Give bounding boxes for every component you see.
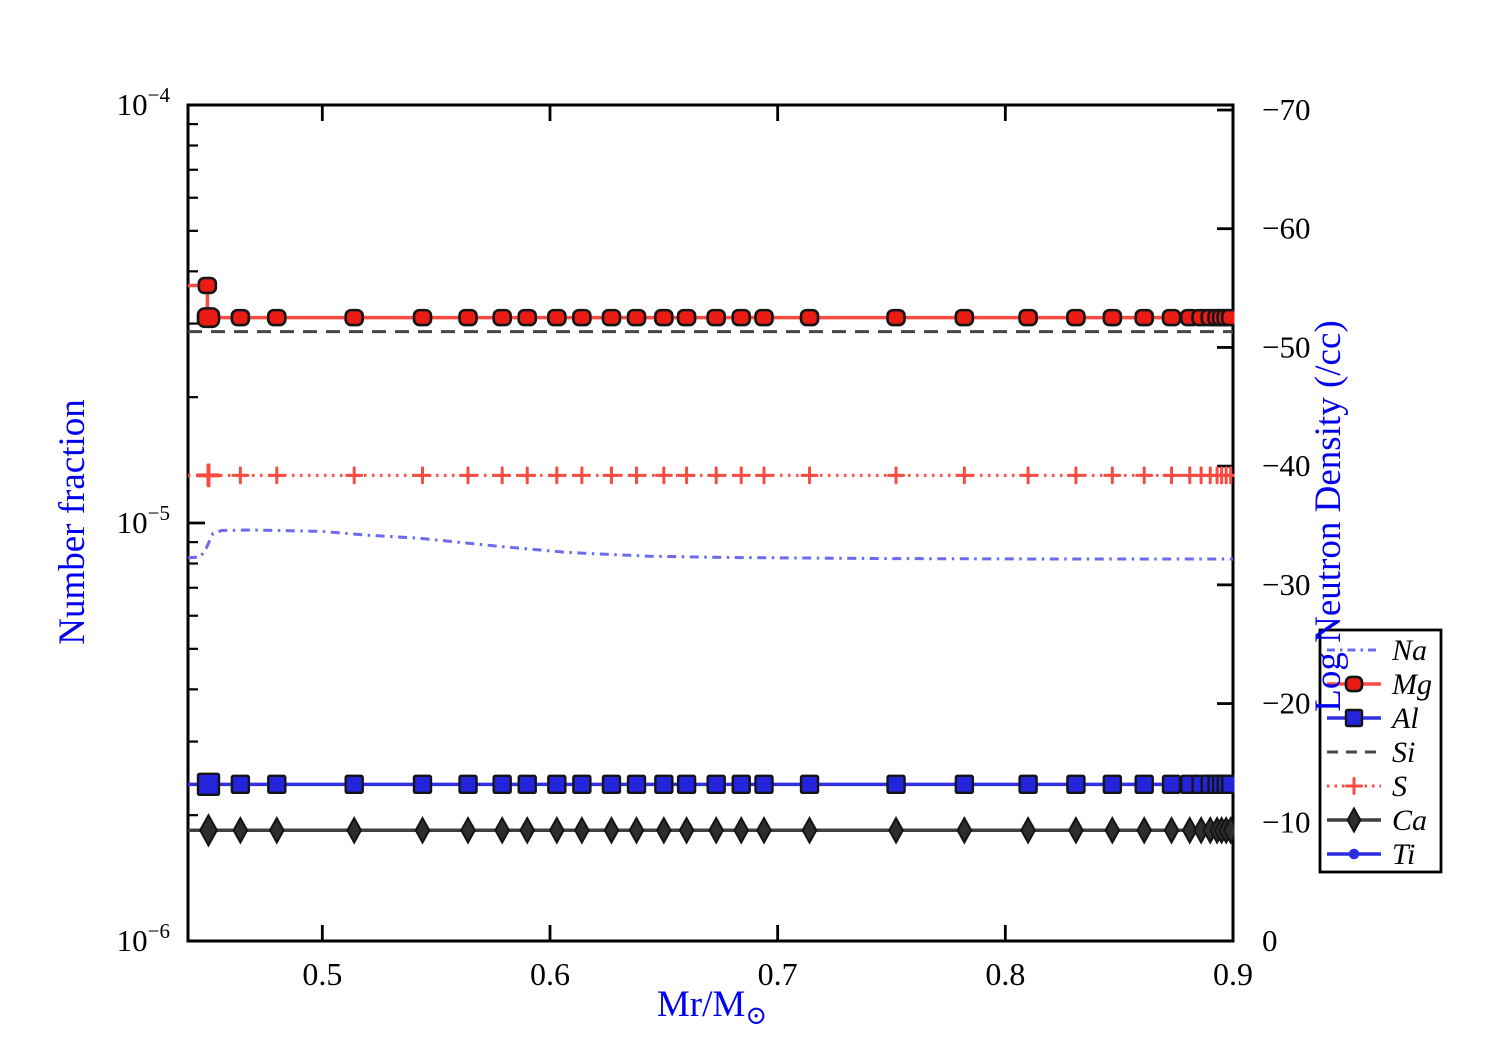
legend-entry-S: S	[1327, 770, 1407, 803]
series-Na	[187, 528, 1233, 561]
series-layer	[187, 276, 1235, 848]
svg-text:−40: −40	[1262, 448, 1310, 483]
legend-label-Mg: Mg	[1391, 668, 1432, 701]
svg-text:10−5: 10−5	[117, 501, 170, 540]
y-right-axis-title: Log Neutron Density (/cc)	[1308, 320, 1349, 711]
legend-label-Ti: Ti	[1392, 838, 1415, 871]
legend-entry-Na: Na	[1327, 634, 1427, 667]
series-Mg	[188, 276, 1235, 329]
series-Ca	[188, 813, 1235, 848]
svg-text:−30: −30	[1262, 567, 1310, 602]
svg-text:−10: −10	[1262, 804, 1310, 839]
svg-text:0.8: 0.8	[985, 956, 1025, 992]
legend-label-Na: Na	[1391, 634, 1427, 667]
svg-text:0: 0	[1262, 923, 1278, 958]
svg-text:0.5: 0.5	[302, 956, 342, 992]
series-S	[188, 463, 1235, 488]
svg-text:0.6: 0.6	[530, 956, 570, 992]
legend-entry-Si: Si	[1327, 736, 1415, 769]
legend-label-Al: Al	[1390, 702, 1419, 735]
svg-text:−50: −50	[1262, 329, 1310, 364]
legend-entry-Mg: Mg	[1327, 668, 1432, 701]
y-left-tick-labels: 10−4 10−5 10−6	[117, 83, 171, 958]
legend-label-Si: Si	[1392, 736, 1415, 769]
legend-label-S: S	[1392, 770, 1407, 803]
y-left-axis-title: Number fraction	[52, 399, 93, 645]
series-Al	[188, 772, 1235, 797]
svg-text:10−6: 10−6	[117, 919, 170, 958]
y-right-tick-labels: −70 −60 −50 −40 −30 −20 −10 0	[1262, 92, 1310, 958]
svg-text:0.9: 0.9	[1213, 956, 1253, 992]
plot-frame	[186, 103, 1235, 943]
x-tick-labels: 0.5 0.6 0.7 0.8 0.9	[302, 956, 1253, 992]
svg-text:10−4: 10−4	[117, 83, 171, 122]
svg-text:−20: −20	[1262, 686, 1310, 721]
legend-box	[1318, 628, 1443, 874]
axis-ticks	[188, 105, 1233, 941]
legend-label-Ca: Ca	[1392, 804, 1427, 837]
legend-entry-Ti: Ti	[1327, 838, 1415, 871]
svg-text:0.7: 0.7	[758, 956, 798, 992]
legend-entry-Al: Al	[1327, 702, 1419, 735]
legend-entry-Ca: Ca	[1327, 804, 1427, 837]
svg-text:−70: −70	[1262, 92, 1310, 127]
x-axis-title: Mr/M⊙	[657, 984, 767, 1030]
svg-text:−60: −60	[1262, 211, 1310, 246]
